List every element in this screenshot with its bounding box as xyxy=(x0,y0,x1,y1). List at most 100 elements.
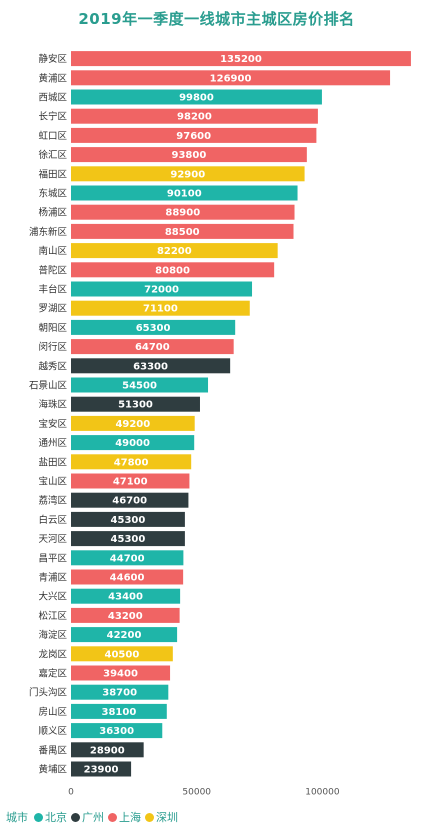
category-label: 龙岗区 xyxy=(38,648,67,660)
bar xyxy=(71,742,144,758)
bar xyxy=(71,723,163,739)
value-label: 43400 xyxy=(108,592,143,603)
value-label: 93800 xyxy=(172,150,207,161)
value-label: 54500 xyxy=(122,381,157,392)
bar xyxy=(71,166,305,182)
bar xyxy=(71,511,185,527)
category-label: 房山区 xyxy=(38,706,67,718)
bar xyxy=(71,319,236,335)
x-tick-label: 0 xyxy=(68,788,74,798)
bar xyxy=(71,684,169,700)
value-label: 43200 xyxy=(108,611,143,622)
legend-title: 城市 xyxy=(6,811,28,824)
bar xyxy=(71,550,184,566)
value-label: 44700 xyxy=(110,553,145,564)
category-label: 普陀区 xyxy=(38,264,67,276)
bar xyxy=(71,435,195,451)
value-label: 71100 xyxy=(143,304,178,315)
bar xyxy=(71,185,298,201)
bar xyxy=(71,70,391,86)
value-label: 38700 xyxy=(102,688,137,699)
category-label: 石景山区 xyxy=(29,381,68,392)
category-label: 通州区 xyxy=(38,438,67,449)
category-label: 朝阳区 xyxy=(38,323,67,334)
category-label: 宝安区 xyxy=(38,418,67,430)
value-label: 126900 xyxy=(210,73,252,84)
category-label: 海淀区 xyxy=(38,629,67,641)
legend-item-shenzhen: 深圳 xyxy=(145,809,178,825)
bar xyxy=(71,415,195,431)
bar xyxy=(71,204,295,220)
chart-title: 2019年一季度一线城市主城区房价排名 xyxy=(78,10,355,28)
value-label: 46700 xyxy=(112,496,147,507)
value-label: 49200 xyxy=(115,419,150,430)
value-label: 88500 xyxy=(165,227,200,238)
bar xyxy=(71,492,189,508)
bar xyxy=(71,703,167,719)
x-tick-label: 100000 xyxy=(305,788,340,798)
bar xyxy=(71,396,200,412)
value-label: 40500 xyxy=(105,649,140,660)
category-label: 福田区 xyxy=(38,168,67,180)
value-label: 88900 xyxy=(165,208,200,219)
category-label: 番禺区 xyxy=(38,744,67,756)
value-label: 135200 xyxy=(220,54,262,65)
legend: 城市 北京 广州 上海 深圳 xyxy=(6,808,182,826)
value-label: 63300 xyxy=(133,361,168,372)
bar xyxy=(71,281,253,297)
value-label: 42200 xyxy=(107,630,142,641)
category-label: 天河区 xyxy=(38,533,67,545)
bar xyxy=(71,108,318,124)
category-label: 松江区 xyxy=(38,610,67,622)
value-label: 72000 xyxy=(144,285,179,296)
category-label: 南山区 xyxy=(38,245,67,257)
value-label: 45300 xyxy=(111,515,146,526)
category-label: 盐田区 xyxy=(38,456,67,468)
bar xyxy=(71,358,231,374)
legend-label-beijing: 北京 xyxy=(45,811,67,824)
value-label: 90100 xyxy=(167,189,202,200)
category-label: 宝山区 xyxy=(38,476,67,488)
bar xyxy=(71,51,411,67)
category-label: 白云区 xyxy=(38,514,67,526)
category-label: 顺义区 xyxy=(38,726,67,737)
value-label: 99800 xyxy=(179,93,214,104)
legend-item-beijing: 北京 xyxy=(34,809,67,825)
value-label: 47100 xyxy=(113,477,148,488)
bar xyxy=(71,223,294,239)
value-label: 38100 xyxy=(101,707,136,718)
category-label: 浦东新区 xyxy=(29,226,68,238)
value-label: 36300 xyxy=(99,726,134,737)
bar xyxy=(71,262,275,278)
legend-label-shanghai: 上海 xyxy=(119,811,141,824)
category-label: 青浦区 xyxy=(38,572,67,584)
value-label: 80800 xyxy=(155,265,190,276)
category-label: 越秀区 xyxy=(38,360,67,372)
value-label: 51300 xyxy=(118,400,153,411)
legend-dot-guangzhou xyxy=(71,812,80,822)
category-label: 门头沟区 xyxy=(29,687,68,699)
bar xyxy=(71,127,317,143)
bar xyxy=(71,243,278,259)
category-label: 黄浦区 xyxy=(38,72,67,84)
value-label: 98200 xyxy=(177,112,212,123)
category-label: 海珠区 xyxy=(38,399,67,411)
category-label: 长宁区 xyxy=(38,111,67,123)
bar xyxy=(71,588,181,604)
category-label: 丰台区 xyxy=(38,284,67,296)
bar xyxy=(71,473,190,489)
legend-item-shanghai: 上海 xyxy=(108,809,141,825)
legend-dot-beijing xyxy=(34,812,43,822)
bar xyxy=(71,569,184,585)
bar xyxy=(71,147,307,163)
legend-label-shenzhen: 深圳 xyxy=(156,811,178,824)
category-label: 徐汇区 xyxy=(38,149,67,161)
value-label: 65300 xyxy=(136,323,171,334)
value-label: 64700 xyxy=(135,342,170,353)
category-label: 杨浦区 xyxy=(38,207,67,219)
bar xyxy=(71,454,192,470)
bar xyxy=(71,300,250,316)
x-tick-label: 50000 xyxy=(182,788,211,798)
value-label: 23900 xyxy=(84,765,119,776)
